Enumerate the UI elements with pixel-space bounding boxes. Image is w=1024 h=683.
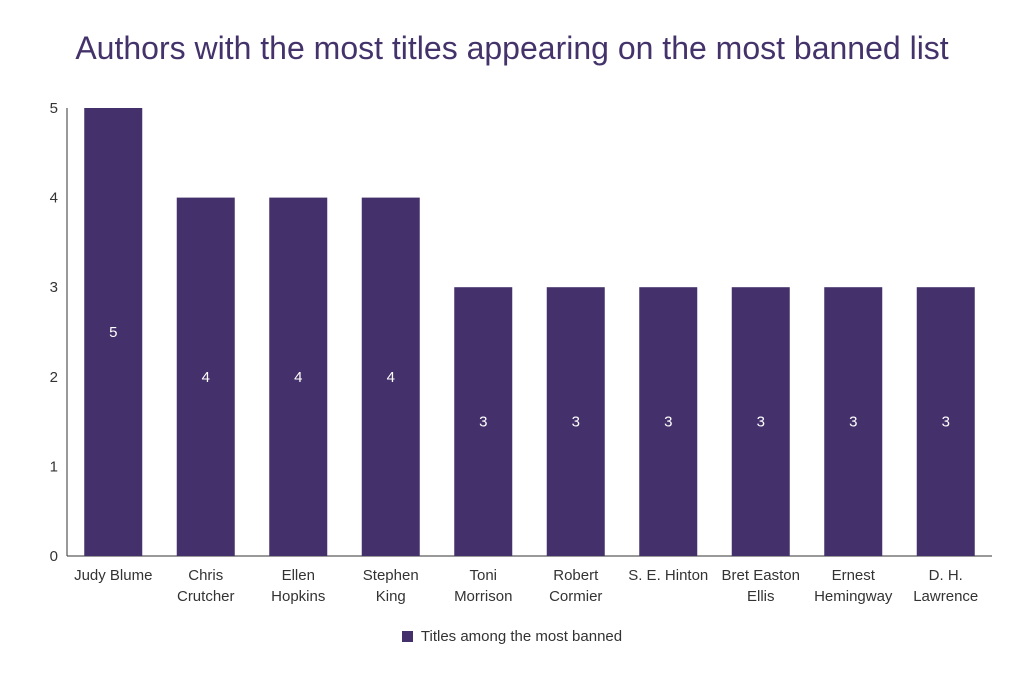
bar [824, 287, 883, 556]
x-tick-label: Ernest Hemingway [814, 567, 893, 605]
x-tick-label: Stephen King [363, 567, 419, 605]
legend-label: Titles among the most banned [420, 628, 623, 645]
data-label: 3 [849, 414, 857, 431]
data-label: 3 [942, 414, 950, 431]
bar [546, 287, 605, 556]
x-tick-label: Toni Morrison [454, 567, 512, 605]
y-tick-label: 5 [50, 100, 58, 117]
x-tick-label: Bret Easton Ellis [722, 567, 800, 605]
x-tick-label: D. H. Lawrence [913, 567, 978, 605]
bar [639, 287, 698, 556]
bar [731, 287, 790, 556]
data-label: 4 [294, 369, 302, 386]
data-label: 3 [572, 414, 580, 431]
data-label: 3 [757, 414, 765, 431]
y-tick-label: 0 [50, 548, 58, 565]
bar [361, 197, 420, 556]
x-tick-label: Chris Crutcher [177, 567, 235, 605]
y-tick-label: 1 [50, 458, 58, 475]
chart-labels: 5 Judy Blume 4 Chris Crutcher 4 Ellen Hopkins 4 S… [74, 324, 978, 605]
bar [269, 197, 328, 556]
x-tick-label: Robert Cormier [549, 567, 602, 605]
x-tick-label: Judy Blume [74, 567, 152, 584]
y-tick-label: 4 [50, 190, 58, 207]
x-tick-label: Ellen Hopkins [271, 567, 325, 605]
data-label: 5 [109, 324, 117, 341]
data-label: 4 [202, 369, 210, 386]
data-label: 3 [479, 414, 487, 431]
bar-series [84, 108, 975, 556]
bar [454, 287, 513, 556]
bar [916, 287, 975, 556]
bar [176, 197, 235, 556]
bar [84, 108, 143, 556]
legend-swatch [401, 631, 413, 642]
x-tick-label: S. E. Hinton [628, 567, 708, 584]
data-label: 4 [387, 369, 395, 386]
y-tick-label: 3 [50, 279, 58, 296]
y-tick-label: 2 [50, 369, 58, 386]
chart-title: Authors with the most titles appearing o… [75, 30, 949, 66]
legend: Titles among the most banned [0, 628, 1024, 645]
data-label: 3 [664, 414, 672, 431]
